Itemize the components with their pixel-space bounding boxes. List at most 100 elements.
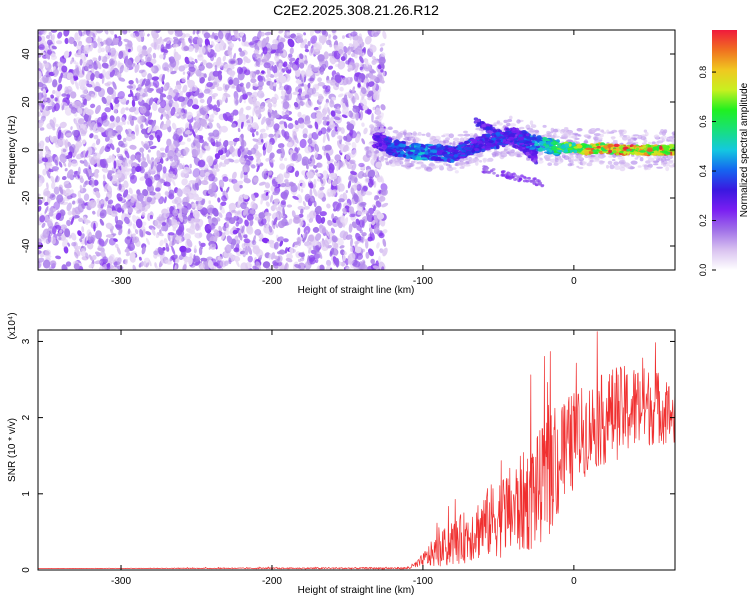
spectrogram-noise-blob [48, 211, 54, 217]
spectrogram-branch-blob [505, 127, 510, 131]
spectrogram-noise-blob [313, 200, 317, 208]
spectrogram-halo-blob [569, 159, 577, 161]
spectrogram-halo-blob [637, 134, 643, 140]
spectrogram-halo-blob [454, 170, 459, 174]
spectrogram-noise-blob [95, 138, 101, 146]
spectrogram-halo-blob [426, 167, 433, 172]
spectrogram-noise-blob [304, 48, 309, 53]
spectrogram-halo-blob [643, 164, 648, 168]
spectrogram-noise-blob [70, 232, 77, 241]
spectrogram-noise-blob [59, 209, 66, 217]
spectrogram-noise-blob [327, 178, 332, 185]
spectrogram-noise-blob [343, 217, 349, 226]
spectrogram-halo-blob [412, 138, 416, 143]
spectrogram-halo-blob [451, 167, 457, 170]
spectrogram-noise-blob [326, 132, 330, 142]
spectrogram-noise-blob [368, 207, 375, 215]
spectrogram-noise-blob [38, 36, 42, 42]
spectrogram-noise-blob [331, 129, 337, 138]
spectrogram-noise-blob [95, 60, 102, 70]
spectrogram-noise-blob [108, 138, 113, 145]
spectrogram-noise-blob [38, 151, 43, 161]
spectrogram-noise-layer [38, 30, 389, 270]
spectrogram-branch-blob [485, 127, 490, 131]
spectrogram-noise-blob [326, 39, 332, 46]
spectrogram-noise-blob [126, 236, 131, 240]
spectrogram-noise-blob [263, 225, 267, 231]
spectrogram-noise-blob [95, 230, 102, 240]
spectrogram-noise-blob [337, 238, 344, 246]
spectrogram-halo-blob [563, 155, 570, 161]
spectrogram-noise-blob [293, 101, 299, 108]
spectrogram-halo-blob [530, 130, 537, 133]
spectrogram-noise-blob [265, 201, 270, 207]
spectrogram-halo-blob [613, 161, 619, 166]
spectrogram-noise-blob [45, 105, 51, 112]
spectrogram-noise-blob [270, 194, 273, 203]
spectrogram-noise-blob [285, 257, 293, 263]
spectrogram-noise-blob [54, 159, 59, 166]
spectrogram-noise-blob [83, 180, 88, 188]
spectrogram-noise-blob [49, 193, 56, 201]
spectrogram-noise-blob [247, 245, 253, 255]
spectrogram-noise-blob [64, 168, 68, 172]
spectrogram-noise-blob [123, 38, 130, 43]
spectrogram-noise-blob [264, 31, 272, 36]
spectrogram-noise-blob [156, 99, 161, 106]
spectrogram-halo-blob [506, 122, 511, 127]
spectrogram-halo-blob [550, 127, 555, 132]
spectrogram-noise-blob [357, 170, 365, 179]
spectrogram-noise-blob [231, 178, 238, 184]
spectrogram-noise-blob [361, 122, 365, 127]
spectrogram-noise-blob [222, 55, 226, 62]
spectrogram-halo-blob [606, 164, 609, 169]
spectrogram-noise-blob [283, 67, 289, 71]
spectrogram-noise-blob [232, 109, 239, 116]
spectrogram-noise-blob [294, 170, 300, 178]
spectrogram-halo-blob [607, 160, 613, 165]
spectrogram-noise-blob [299, 138, 307, 149]
spectrogram-noise-blob [58, 236, 62, 241]
spectrogram-noise-blob [64, 37, 69, 45]
spectrogram-halo-blob [539, 158, 543, 161]
spectrogram-halo-blob [611, 159, 616, 162]
spectrogram-noise-blob [375, 172, 379, 180]
spectrogram-noise-blob [288, 57, 296, 62]
spectrogram-halo-blob [412, 131, 417, 136]
spectrogram-noise-blob [218, 212, 223, 218]
spectrogram-noise-blob [193, 245, 197, 251]
spectrogram-halo-blob [653, 163, 659, 166]
spectrogram-halo-blob [403, 137, 409, 141]
spectrogram-noise-blob [138, 115, 143, 125]
spectrogram-noise-blob [337, 175, 342, 186]
spectrogram-noise-blob [94, 168, 100, 174]
spectrogram-noise-blob [261, 132, 268, 139]
spectrogram-halo-blob [582, 161, 588, 164]
spectrogram-noise-blob [118, 77, 126, 82]
spectrogram-noise-blob [129, 174, 138, 184]
spectrogram-noise-blob [348, 93, 352, 98]
spectrogram-branch-blob [522, 175, 526, 179]
spectrogram-noise-blob [313, 178, 317, 186]
spectrogram-noise-blob [300, 188, 304, 193]
spectrogram-noise-blob [141, 246, 146, 255]
spectrogram-noise-blob [287, 122, 294, 130]
spectrogram-halo-blob [530, 124, 537, 128]
spectrogram-noise-blob [325, 259, 332, 267]
spectrogram-noise-blob [286, 204, 293, 208]
spectrogram-noise-blob [383, 250, 387, 256]
spectrogram-noise-blob [256, 165, 260, 173]
spectrogram-noise-blob [243, 41, 251, 47]
spectrogram-noise-blob [152, 52, 157, 59]
spectrogram-branch-blob [501, 174, 506, 177]
spectrogram-noise-blob [315, 169, 319, 173]
spectrogram-noise-blob [198, 64, 205, 71]
spectrogram-noise-blob [124, 158, 131, 168]
spectrogram-halo-blob [624, 165, 631, 168]
spectrogram-halo-blob [665, 166, 670, 172]
spectrogram-halo-blob [630, 160, 638, 165]
spectrogram-noise-blob [247, 255, 253, 263]
spectrogram-noise-blob [248, 42, 254, 46]
spectrogram-noise-blob [182, 71, 186, 75]
spectrogram-noise-blob [283, 157, 288, 161]
